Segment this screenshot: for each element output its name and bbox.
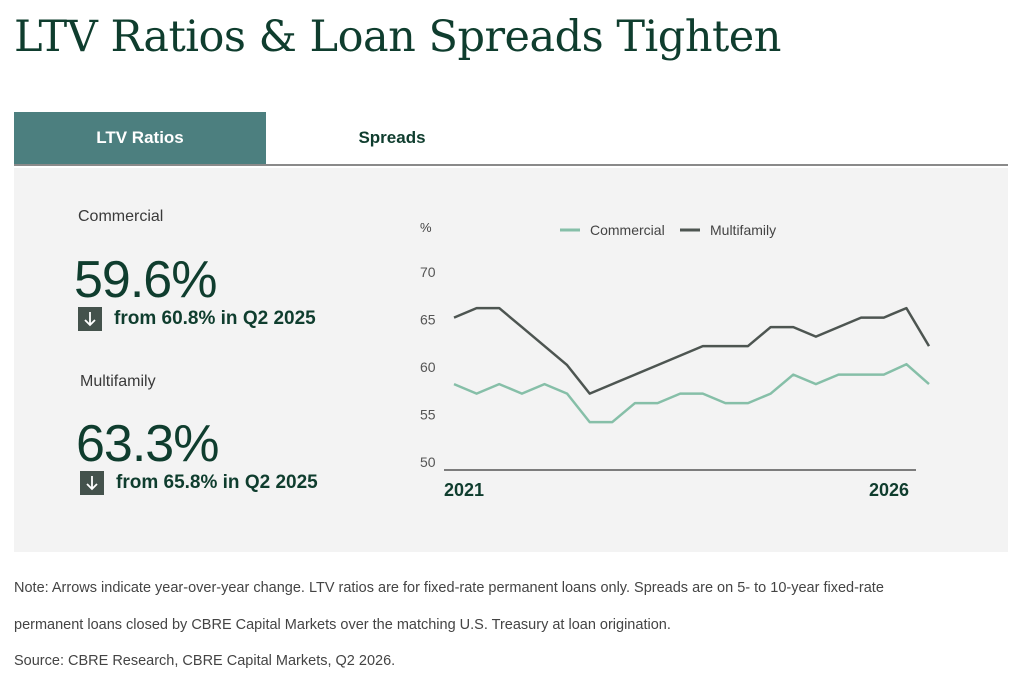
commercial-change-text: from 60.8% in Q2 2025 [114,308,316,329]
note-line-2: permanent loans closed by CBRE Capital M… [14,617,671,633]
legend-label-commercial: Commercial [590,222,665,238]
page-title: LTV Ratios & Loan Spreads Tighten [14,12,781,62]
y-axis-label: % [420,220,432,235]
commercial-stat-change: from 60.8% in Q2 2025 [78,307,316,331]
commercial-stat-label: Commercial [78,208,164,225]
note-line-1: Note: Arrows indicate year-over-year cha… [14,580,884,596]
tab-bar: LTV Ratios Spreads [14,112,1008,166]
chart-panel: Commercial 59.6% from 60.8% in Q2 2025 M… [14,168,1008,552]
multifamily-stat-label: Multifamily [80,373,156,390]
tab-ltv-ratios[interactable]: LTV Ratios [14,112,266,164]
y-tick-label: 50 [420,454,436,470]
multifamily-stat-value: 63.3% [76,415,219,473]
source-note: Source: CBRE Research, CBRE Capital Mark… [14,653,396,669]
x-tick-label: 2021 [444,480,484,500]
commercial-stat-value: 59.6% [74,251,217,309]
y-tick-label: 65 [420,312,436,328]
legend-label-multifamily: Multifamily [710,222,776,238]
y-tick-label: 60 [420,359,436,375]
series-line-commercial [453,362,930,424]
multifamily-stat-change: from 65.8% in Q2 2025 [80,471,318,495]
arrow-down-icon [78,307,102,331]
arrow-down-icon [80,471,104,495]
series-line-multifamily [453,306,931,395]
multifamily-change-text: from 65.8% in Q2 2025 [116,472,318,493]
y-tick-label: 70 [420,264,436,280]
tab-spreads[interactable]: Spreads [358,128,426,147]
ltv-line-chart: % 50 55 60 65 70 2021 2026 Commercial Multifamily [420,220,931,500]
x-tick-label: 2026 [869,480,909,500]
y-tick-label: 55 [420,407,436,423]
